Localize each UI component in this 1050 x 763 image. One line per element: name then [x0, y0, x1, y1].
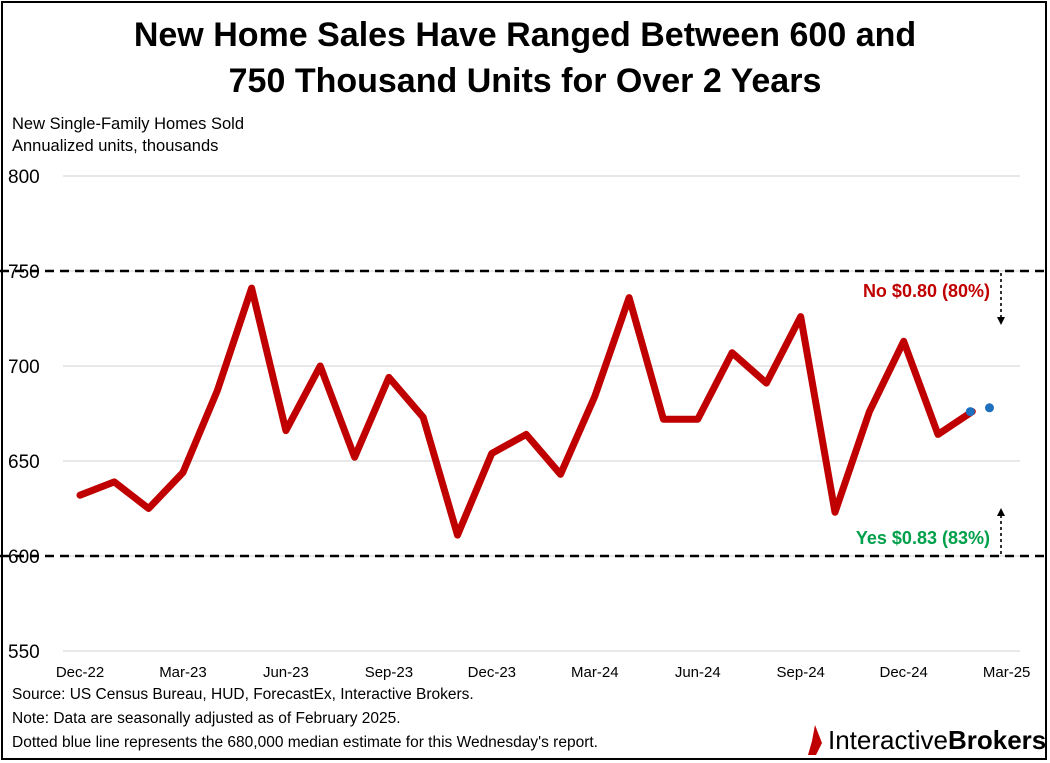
- y-tick-label: 800: [8, 167, 40, 188]
- x-tick-label: Mar-24: [571, 664, 619, 681]
- x-tick-label: Dec-22: [56, 664, 104, 681]
- estimate-dot-end: [984, 403, 994, 413]
- y-tick-label: 650: [8, 452, 40, 473]
- y-tick-label: 600: [8, 547, 40, 568]
- chart-footer: Source: US Census Bureau, HUD, ForecastE…: [12, 683, 598, 755]
- x-tick-label: Sep-23: [365, 664, 413, 681]
- subtitle-line-1: New Single-Family Homes Sold: [12, 115, 244, 133]
- series-line-home-sales: [76, 284, 976, 539]
- x-tick-label: Mar-25: [983, 664, 1031, 681]
- x-tick-label: Mar-23: [159, 664, 207, 681]
- threshold-label-yes: Yes $0.83 (83%): [856, 528, 990, 548]
- x-tick-label: Sep-24: [777, 664, 825, 681]
- subtitle-line-2: Annualized units, thousands: [12, 137, 219, 155]
- y-tick-label: 550: [8, 642, 40, 663]
- arrow-head-down: [997, 317, 1005, 325]
- x-tick-label: Jun-23: [263, 664, 309, 681]
- arrow-head-up: [997, 508, 1005, 516]
- brokers-flame-icon: [808, 725, 822, 755]
- x-tick-label: Dec-24: [880, 664, 928, 681]
- chart-title: New Home Sales Have Ranged Between 600 a…: [0, 12, 1050, 104]
- threshold-label-no: No $0.80 (80%): [863, 281, 990, 301]
- y-tick-label: 750: [8, 262, 40, 283]
- x-tick-label: Jun-24: [675, 664, 721, 681]
- logo-text-part2: Brokers: [947, 725, 1047, 755]
- chart-subtitle: New Single-Family Homes Sold Annualized …: [12, 113, 244, 157]
- estimate-dot-start: [965, 407, 975, 417]
- title-line-1: New Home Sales Have Ranged Between 600 a…: [133, 16, 917, 54]
- adjustment-note: Note: Data are seasonally adjusted as of…: [12, 710, 401, 727]
- source-note: Source: US Census Bureau, HUD, ForecastE…: [12, 686, 474, 703]
- x-tick-label: Dec-23: [468, 664, 516, 681]
- title-line-2: 750 Thousand Units for Over 2 Years: [228, 62, 822, 100]
- logo-text-part1: Interactive: [828, 725, 948, 755]
- interactive-brokers-logo: Interactive Brokers: [806, 722, 1046, 758]
- estimate-note: Dotted blue line represents the 680,000 …: [12, 734, 598, 751]
- y-tick-label: 700: [8, 357, 40, 378]
